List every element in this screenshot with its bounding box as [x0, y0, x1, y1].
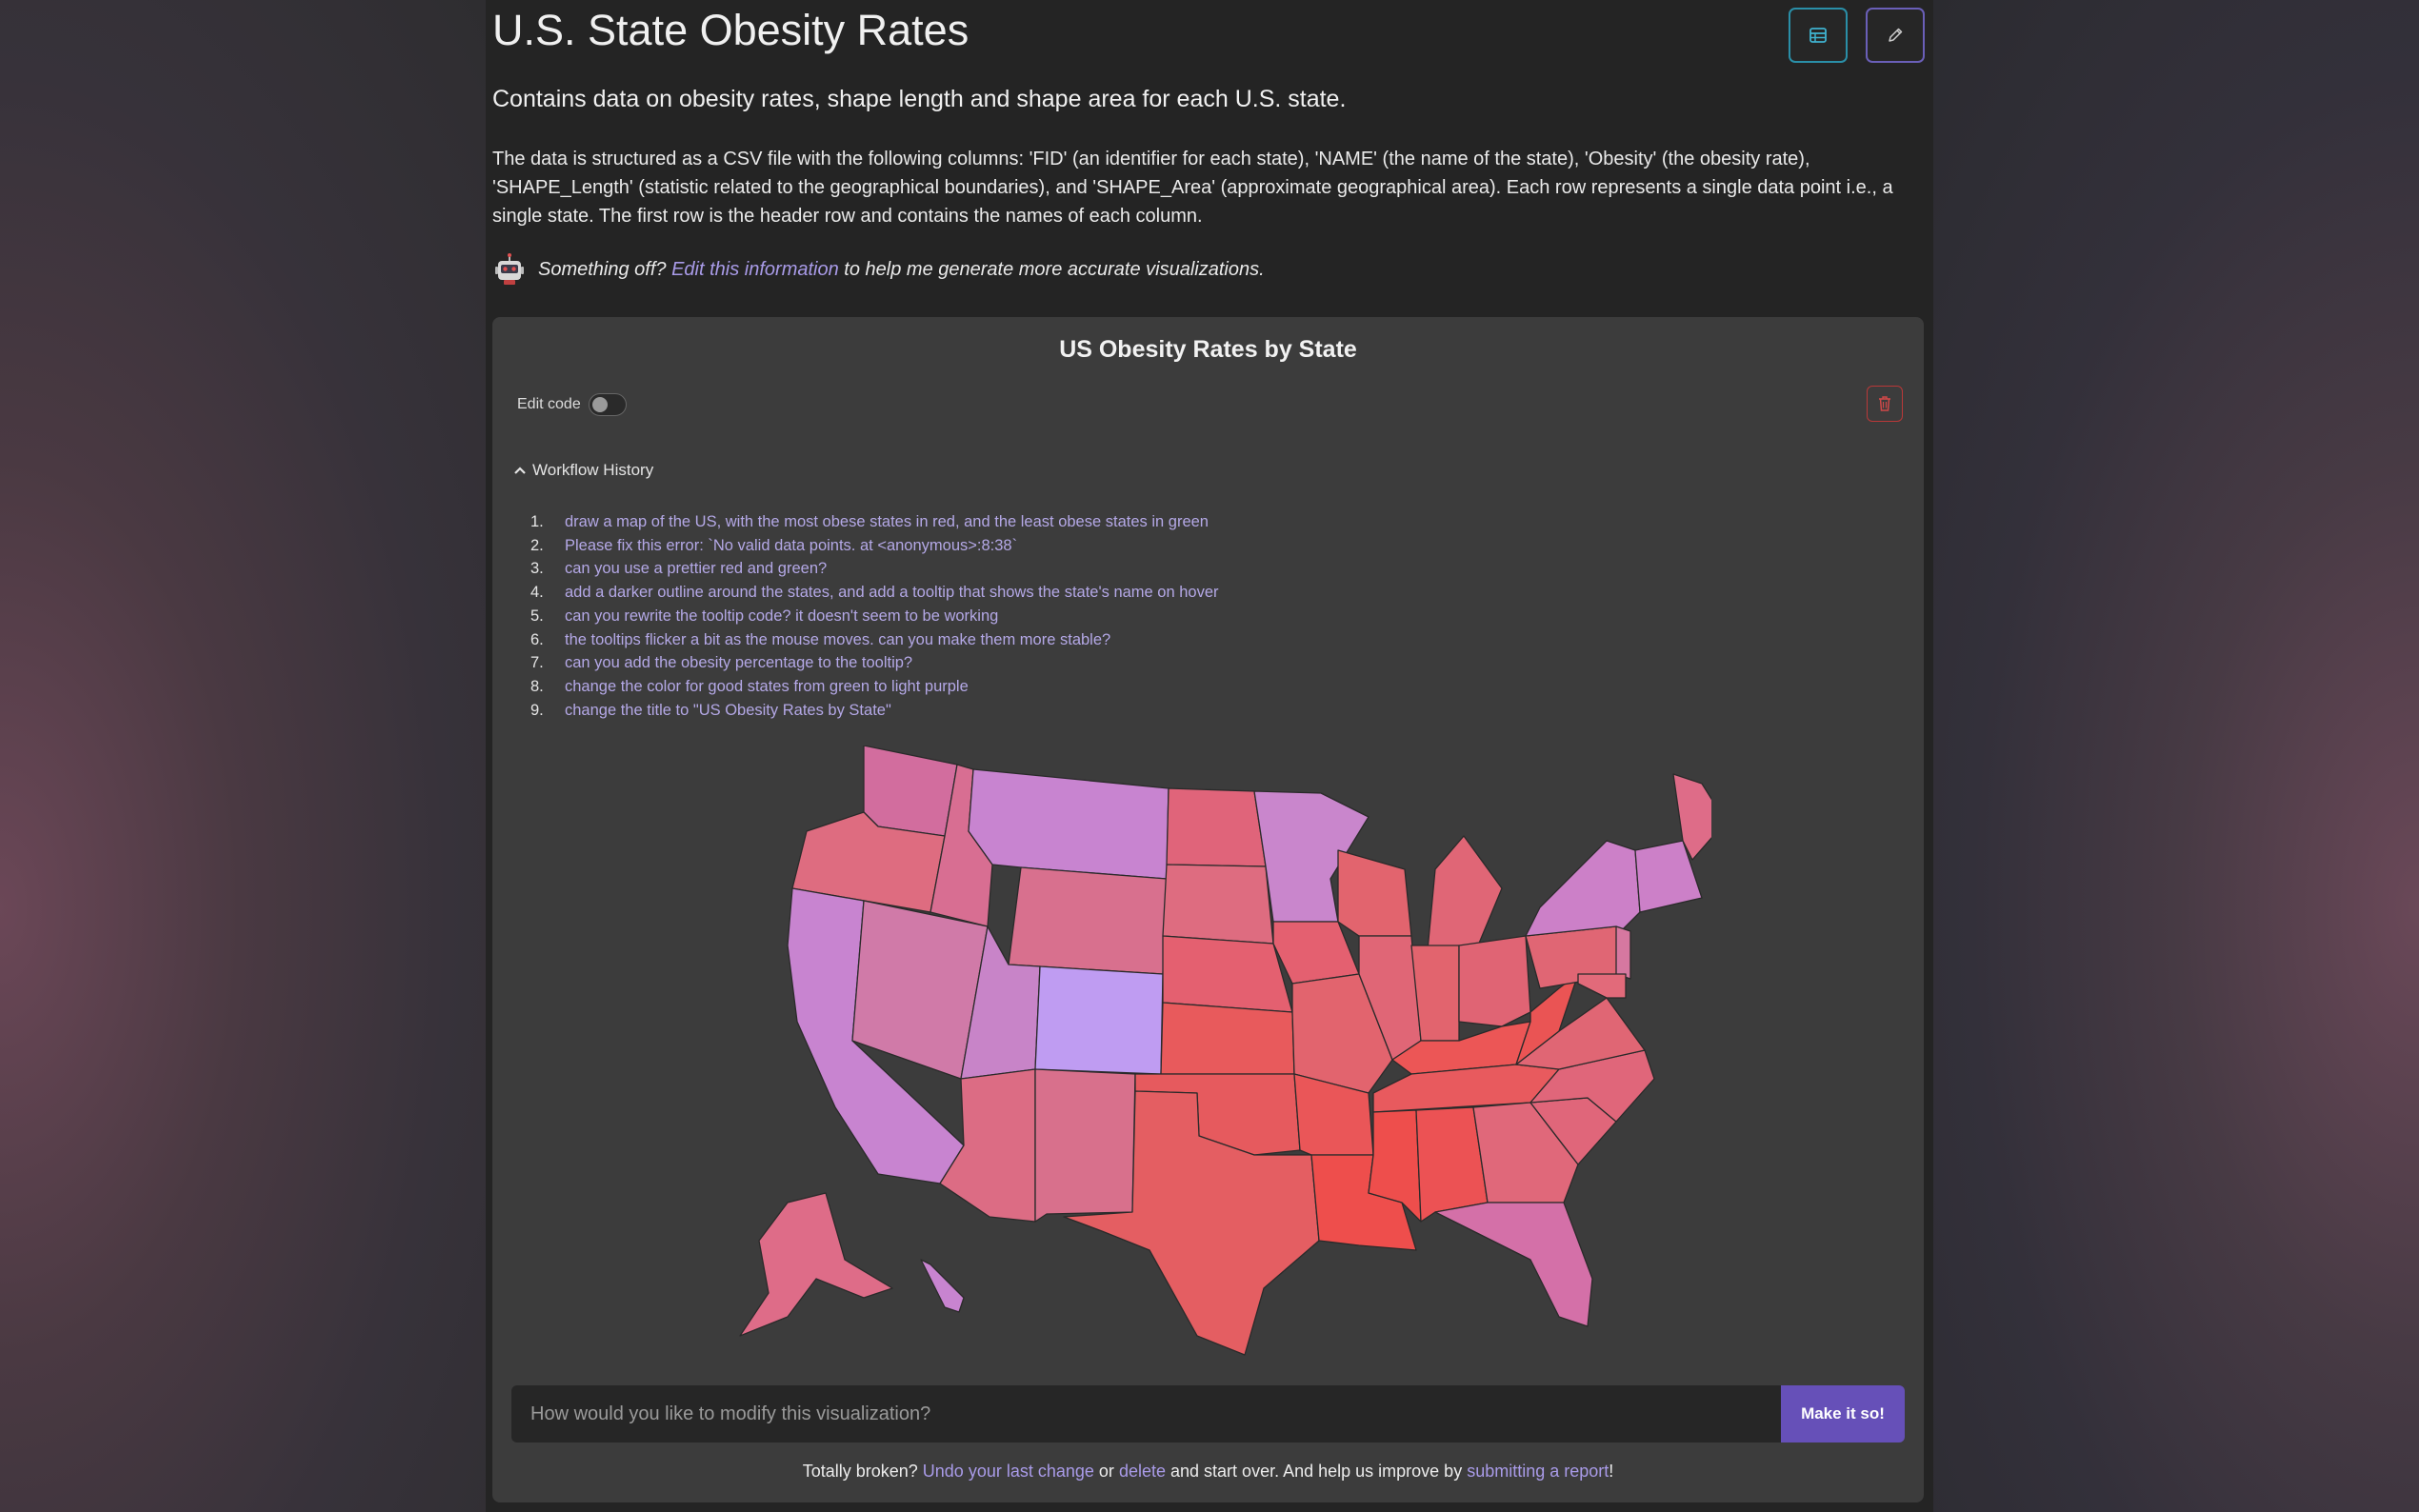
workflow-step[interactable]: 5. can you rewrite the tooltip code? it d…: [530, 605, 1219, 628]
state-colorado[interactable]: [1034, 965, 1164, 1075]
chevron-up-icon: [514, 467, 526, 474]
state-kansas[interactable]: [1160, 1002, 1295, 1075]
workflow-step[interactable]: 7. can you add the obesity percentage to …: [530, 651, 1219, 675]
state-nebraska[interactable]: [1162, 935, 1293, 1013]
page-container: U.S. State Obesity Rates Contains data o…: [486, 0, 1933, 1512]
footer-text: !: [1609, 1462, 1614, 1481]
step-number: 1.: [530, 513, 544, 530]
make-it-so-button[interactable]: Make it so!: [1781, 1385, 1905, 1442]
step-text: change the title to "US Obesity Rates by…: [565, 701, 891, 719]
state-maine[interactable]: [1672, 773, 1711, 861]
step-text: the tooltips flicker a bit as the mouse …: [565, 630, 1111, 648]
robot-icon: [495, 253, 524, 285]
workflow-step[interactable]: 3. can you use a prettier red and green?: [530, 557, 1219, 581]
trash-icon: [1879, 396, 1890, 411]
state-new-england[interactable]: [1634, 840, 1703, 913]
report-link[interactable]: submitting a report: [1467, 1462, 1609, 1481]
visualization-card: US Obesity Rates by State Edit code Work…: [492, 317, 1924, 1502]
edit-code-label: Edit code: [517, 396, 581, 412]
state-michigan[interactable]: [1427, 835, 1503, 951]
workflow-step[interactable]: 9. change the title to "US Obesity Rates …: [530, 699, 1219, 723]
step-text: draw a map of the US, with the most obes…: [565, 513, 1209, 530]
step-number: 6.: [530, 630, 544, 648]
background-right: [1933, 0, 2419, 1512]
us-obesity-map: [739, 746, 1711, 1356]
delete-link[interactable]: delete: [1118, 1462, 1166, 1481]
step-text: can you rewrite the tooltip code? it doe…: [565, 607, 999, 625]
step-number: 2.: [530, 536, 544, 554]
state-hawaii[interactable]: [920, 1259, 965, 1313]
state-west-virginia[interactable]: [1515, 973, 1579, 1065]
state-washington[interactable]: [863, 746, 958, 837]
footer-text: or: [1098, 1462, 1114, 1481]
state-wisconsin[interactable]: [1337, 849, 1412, 937]
state-minnesota[interactable]: [1253, 790, 1369, 923]
delete-visualization-button[interactable]: [1867, 386, 1903, 422]
state-iowa[interactable]: [1272, 921, 1360, 985]
workflow-step[interactable]: 6. the tooltips flicker a bit as the mous…: [530, 628, 1219, 652]
edit-dataset-button[interactable]: [1866, 8, 1925, 63]
state-north-dakota[interactable]: [1166, 787, 1267, 867]
step-number: 8.: [530, 677, 544, 695]
chart-title: US Obesity Rates by State: [1059, 336, 1357, 363]
state-south-dakota[interactable]: [1162, 864, 1274, 945]
state-ohio[interactable]: [1458, 935, 1531, 1027]
state-maryland[interactable]: [1577, 973, 1627, 999]
edit-hint: Something off? Edit this information to …: [492, 252, 1265, 287]
state-wyoming[interactable]: [1008, 866, 1168, 975]
workflow-step[interactable]: 2. Please fix this error: `No valid data …: [530, 534, 1219, 558]
step-number: 4.: [530, 584, 544, 602]
workflow-history-toggle[interactable]: Workflow History: [513, 461, 653, 480]
edit-code-toggle[interactable]: [588, 393, 627, 416]
table-icon: [1809, 28, 1827, 43]
state-new-jersey[interactable]: [1615, 925, 1631, 980]
undo-link[interactable]: Undo your last change: [922, 1462, 1094, 1481]
state-montana[interactable]: [968, 768, 1170, 880]
step-text: add a darker outline around the states, …: [565, 584, 1219, 602]
step-number: 9.: [530, 701, 544, 719]
workflow-history-label: Workflow History: [532, 461, 654, 479]
state-new-york[interactable]: [1525, 840, 1641, 937]
edit-code-control: Edit code: [517, 393, 627, 416]
state-alaska[interactable]: [739, 1192, 893, 1337]
footer-text: Totally broken?: [802, 1462, 918, 1481]
hint-suffix: to help me generate more accurate visual…: [844, 258, 1265, 280]
step-number: 3.: [530, 560, 544, 578]
workflow-step[interactable]: 8. change the color for good states from …: [530, 675, 1219, 699]
step-number: 5.: [530, 607, 544, 625]
footer-text: and start over. And help us improve by: [1170, 1462, 1463, 1481]
state-georgia[interactable]: [1472, 1102, 1579, 1204]
view-table-button[interactable]: [1789, 8, 1848, 63]
step-number: 7.: [530, 654, 544, 672]
page-title: U.S. State Obesity Rates: [492, 6, 970, 54]
step-text: can you add the obesity percentage to th…: [565, 654, 913, 672]
step-text: change the color for good states from gr…: [565, 677, 969, 695]
hint-prefix: Something off?: [538, 258, 667, 280]
footer-help: Totally broken? Undo your last change or…: [492, 1462, 1924, 1482]
toggle-knob: [591, 397, 608, 412]
workflow-history-list: 1. draw a map of the US, with the most ob…: [530, 510, 1219, 722]
state-texas[interactable]: [1063, 1090, 1320, 1356]
modify-visualization-input[interactable]: [511, 1385, 1781, 1442]
prompt-bar: Make it so!: [511, 1385, 1905, 1442]
dataset-subtitle: Contains data on obesity rates, shape le…: [492, 86, 1347, 112]
workflow-step[interactable]: 4. add a darker outline around the states…: [530, 581, 1219, 605]
state-florida[interactable]: [1434, 1202, 1593, 1327]
state-new-mexico[interactable]: [1034, 1068, 1136, 1223]
pencil-icon: [1889, 28, 1903, 42]
step-text: Please fix this error: `No valid data po…: [565, 536, 1018, 554]
step-text: can you use a prettier red and green?: [565, 560, 828, 578]
dataset-description: The data is structured as a CSV file wit…: [492, 149, 1893, 227]
background-left: [0, 0, 486, 1512]
workflow-step[interactable]: 1. draw a map of the US, with the most ob…: [530, 510, 1219, 534]
edit-info-link[interactable]: Edit this information: [671, 258, 839, 280]
